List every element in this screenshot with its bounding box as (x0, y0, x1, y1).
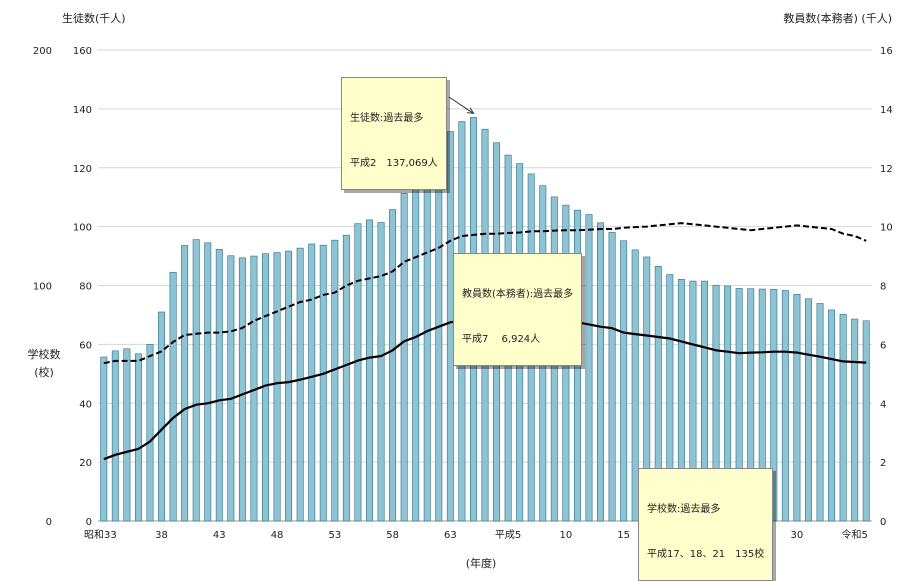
bar-students (400, 193, 408, 522)
school-axis-title-line1: 学校数 (28, 347, 61, 361)
y-tick-label-teachers: 4 (880, 399, 886, 410)
y-tick-label-schools: 100 (33, 282, 52, 293)
annotation-teachers-line1: 教員数(本務者):過去最多 (462, 289, 574, 300)
y-tick-label-teachers: 6 (880, 340, 886, 351)
bar-students (238, 257, 246, 522)
arrow-students-peak (448, 96, 473, 113)
bar-students (851, 318, 859, 522)
x-tick-label: 令和5 (841, 528, 867, 541)
bar-students (146, 344, 154, 522)
annotation-students: 生徒数:過去最多 平成2 137,069人 (341, 77, 447, 190)
bar-students (308, 243, 316, 522)
x-tick-label: 38 (155, 530, 168, 541)
bar-students (608, 231, 616, 522)
bar-students (354, 223, 362, 522)
x-tick-label: 48 (271, 530, 284, 541)
bar-students (389, 209, 397, 522)
x-axis-title: (年度) (466, 556, 497, 570)
bar-students (816, 303, 824, 522)
bar-students (169, 271, 177, 522)
y-tick-label-students: 100 (73, 223, 92, 234)
y-tick-label-schools: 0 (46, 517, 52, 528)
bar-students (215, 248, 223, 522)
line-schools (103, 222, 867, 365)
annotation-students-line1: 生徒数:過去最多 (350, 113, 424, 124)
x-tick-label: 30 (791, 530, 804, 541)
x-tick-label: 10 (559, 530, 572, 541)
y-tick-label-teachers: 14 (880, 105, 893, 116)
x-tick-label: 15 (617, 530, 630, 541)
bar-students (158, 311, 166, 522)
annotation-teachers: 教員数(本務者):過去最多 平成7 6,924人 (453, 253, 583, 366)
y-tick-label-students: 160 (73, 46, 92, 57)
annotation-teachers-line2: 平成7 6,924人 (462, 334, 541, 345)
annotation-schools-line1: 学校数:過去最多 (647, 504, 721, 515)
y-tick-label-teachers: 12 (880, 164, 893, 175)
bar-students (793, 294, 801, 522)
bar-students (100, 356, 108, 522)
x-tick-label: 昭和33 (84, 529, 117, 541)
tick-labels: 0204060801001201401600246810121416010020… (33, 46, 893, 541)
bar-students (770, 289, 778, 522)
bar-students (366, 219, 373, 522)
y-tick-label-teachers: 10 (880, 223, 893, 234)
y-tick-label-students: 120 (73, 164, 92, 175)
annotation-students-line2: 平成2 137,069人 (350, 158, 438, 169)
y-tick-label-teachers: 8 (880, 282, 886, 293)
x-tick-label: 58 (386, 530, 399, 541)
y-tick-label-teachers: 0 (880, 517, 886, 528)
school-axis-title-line2: (校) (34, 365, 54, 379)
bar-students (134, 353, 142, 522)
bar-students (111, 350, 119, 522)
y-tick-label-students: 80 (79, 282, 92, 293)
bar-students (620, 240, 628, 522)
y-tick-label-students: 60 (79, 340, 92, 351)
bar-students (342, 234, 350, 522)
bar-students (597, 222, 604, 522)
bar-students (377, 222, 385, 522)
bar-students (412, 168, 420, 522)
bar-students (227, 255, 235, 522)
bar-students (331, 239, 339, 522)
bar-students (204, 242, 212, 522)
x-tick-label: 53 (328, 530, 341, 541)
annotation-schools-line2: 平成17、18、21 135校 (647, 549, 765, 560)
bar-students (585, 214, 593, 522)
x-tick-label: 63 (444, 530, 457, 541)
right-axis-top-title: 教員数(本務者) (千人) (783, 11, 892, 25)
bar-students (781, 290, 789, 522)
y-tick-label-students: 20 (79, 458, 92, 469)
x-tick-label: 平成5 (495, 529, 521, 541)
bar-students (181, 245, 189, 522)
bar-students (839, 314, 847, 522)
y-tick-label-students: 0 (86, 517, 92, 528)
bar-students (296, 247, 304, 522)
bar-students (804, 298, 812, 522)
y-tick-label-schools: 200 (33, 46, 52, 57)
bar-students (631, 249, 639, 522)
bar-students (285, 250, 293, 522)
y-tick-label-students: 140 (73, 105, 92, 116)
x-tick-label: 43 (213, 530, 226, 541)
y-tick-label-teachers: 16 (880, 46, 893, 57)
bar-students (319, 244, 327, 522)
annotation-schools: 学校数:過去最多 平成17、18、21 135校 (638, 468, 774, 581)
bar-students (423, 158, 431, 522)
y-tick-label-teachers: 2 (880, 458, 886, 469)
bar-students (435, 146, 443, 522)
bar-students (862, 320, 870, 522)
y-tick-label-students: 40 (79, 399, 92, 410)
bar-students (192, 239, 200, 522)
bar-students (273, 252, 281, 522)
left-axis-top-title: 生徒数(千人) (62, 11, 126, 25)
bar-students (828, 309, 836, 522)
bar-students (123, 348, 131, 522)
